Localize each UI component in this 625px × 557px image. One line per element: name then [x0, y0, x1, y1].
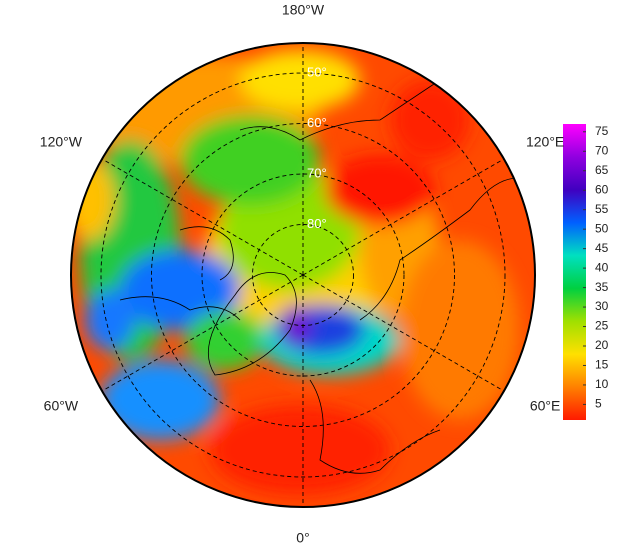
colorbar-tick-label: 55 [595, 202, 609, 216]
longitude-label: 120°E [526, 134, 564, 150]
colorbar [563, 124, 586, 420]
coastlines [119, 79, 531, 474]
colorbar-tick-label: 50 [595, 221, 609, 235]
meridian [302, 158, 505, 276]
colorbar-tick-label: 20 [595, 338, 609, 352]
meridian [101, 158, 304, 276]
colorbar-tick-label: 45 [595, 241, 609, 255]
longitude-label: 60°E [530, 398, 561, 414]
colorbar-tick-label: 5 [595, 397, 602, 411]
map-field [71, 43, 535, 507]
colorbar-tick-label: 65 [595, 163, 609, 177]
colorbar-tick-label: 25 [595, 319, 609, 333]
latitude-label: 80° [307, 216, 327, 231]
colorbar-tick-label: 10 [595, 377, 609, 391]
longitude-label: 120°W [40, 134, 83, 150]
latitude-label: 60° [307, 115, 327, 130]
field-patches [71, 50, 520, 495]
longitude-label: 60°W [44, 398, 79, 414]
meridian [101, 274, 304, 392]
latitude-label: 70° [307, 165, 327, 180]
colorbar-tick-label: 70 [595, 143, 609, 157]
latitude-label: 50° [307, 64, 327, 79]
colorbar-tick-label: 30 [595, 299, 609, 313]
colorbar-tick-label: 60 [595, 182, 609, 196]
latitude-circle [201, 173, 405, 377]
longitude-label: 180°W [282, 2, 325, 18]
map-border [70, 42, 536, 508]
longitude-label: 0° [296, 530, 309, 546]
colorbar-tick-label: 15 [595, 358, 609, 372]
latitude-circle [151, 123, 455, 427]
colorbar-tick-label: 35 [595, 280, 609, 294]
colorbar-tick-label: 40 [595, 260, 609, 274]
colorbar-tick-label: 75 [595, 124, 609, 138]
latitude-circle [100, 72, 506, 478]
graticule [100, 43, 506, 507]
meridian [302, 274, 505, 392]
